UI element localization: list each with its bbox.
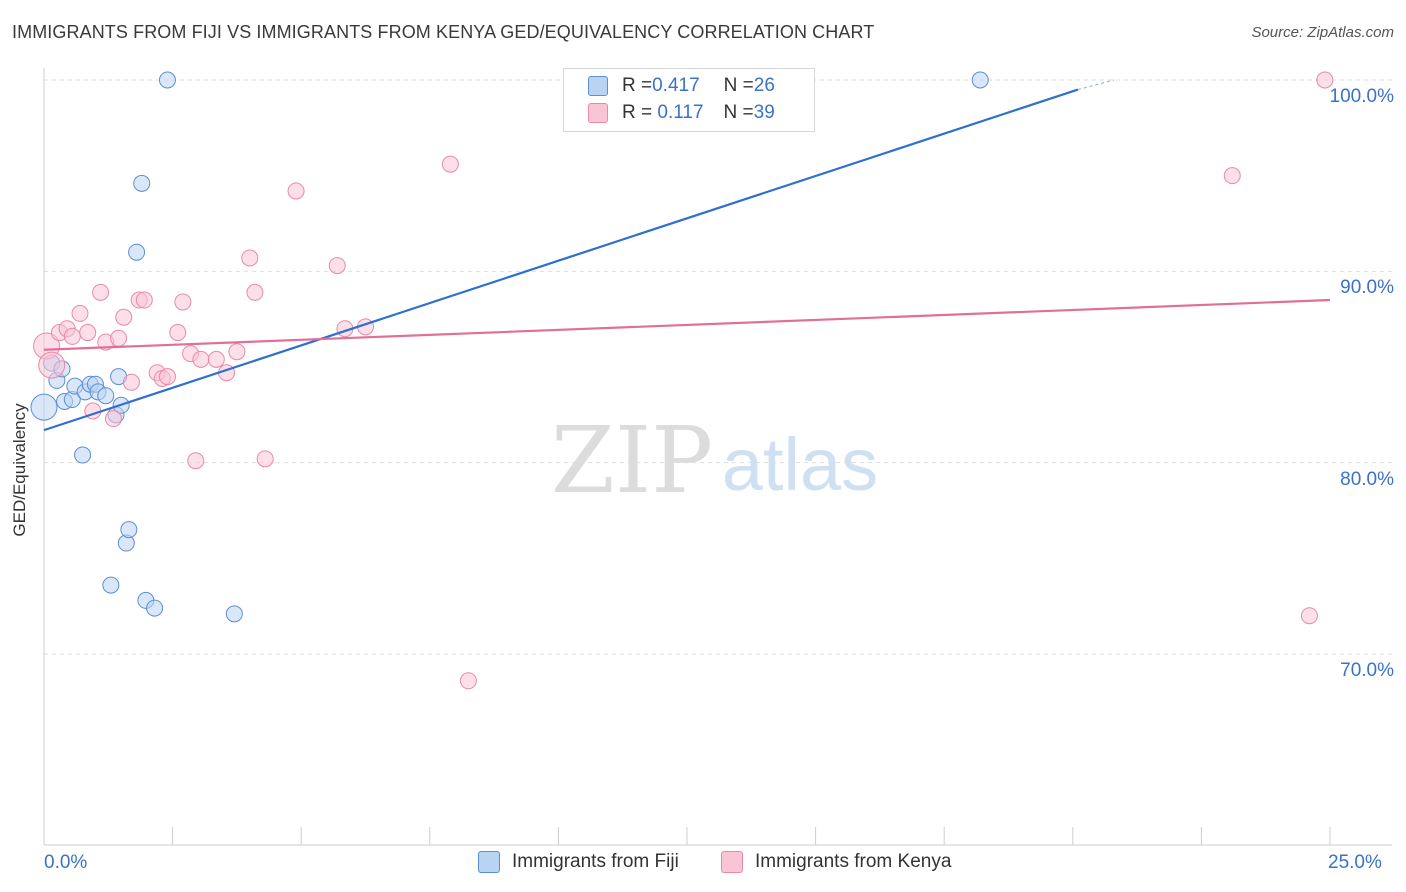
- fiji-point: [146, 599, 164, 617]
- fiji-point: [225, 605, 243, 623]
- fiji-point: [128, 243, 146, 261]
- fiji-point: [74, 446, 92, 464]
- kenya-point: [92, 283, 110, 301]
- kenya-point: [459, 672, 477, 690]
- axes: [43, 68, 1392, 846]
- chart-title: IMMIGRANTS FROM FIJI VS IMMIGRANTS FROM …: [12, 22, 875, 42]
- fiji-point: [133, 174, 151, 192]
- kenya-point: [207, 350, 225, 368]
- legend-item-fiji: Immigrants from Fiji: [478, 851, 679, 873]
- watermark-atlas: atlas: [722, 423, 878, 506]
- legend-item-kenya: Immigrants from Kenya: [721, 851, 951, 873]
- kenya-point: [104, 410, 122, 428]
- kenya-point: [79, 324, 97, 342]
- kenya-point: [1223, 167, 1241, 185]
- fiji-r-value: 0.417: [652, 75, 700, 96]
- kenya-point: [287, 182, 305, 200]
- kenya-r-label: R =: [622, 102, 653, 123]
- y-tick-label-70: 70.0%: [1340, 660, 1394, 681]
- legend-kenya-swatch: [721, 851, 743, 873]
- kenya-n-value: 39: [753, 102, 775, 123]
- fiji-point: [30, 393, 58, 421]
- x-tick-label-min: 0.0%: [44, 852, 88, 873]
- kenya-trend-line: [43, 298, 1331, 351]
- kenya-point: [1300, 607, 1318, 625]
- kenya-point: [63, 327, 81, 345]
- fiji-point: [120, 521, 138, 539]
- fiji-n-label: N =: [723, 75, 754, 96]
- y-tick-label-80: 80.0%: [1340, 468, 1394, 490]
- legend-row-kenya: R = 0.117 N = 39: [588, 100, 775, 126]
- kenya-point: [441, 155, 459, 173]
- kenya-point: [328, 257, 346, 275]
- kenya-point: [228, 343, 246, 361]
- kenya-point: [71, 304, 89, 322]
- kenya-point: [110, 329, 128, 347]
- watermark: ZIP atlas: [551, 407, 878, 514]
- fiji-n-value: 26: [753, 75, 775, 96]
- series-fiji-points: [30, 71, 989, 623]
- series-kenya-points: [33, 71, 1334, 690]
- fiji-point: [158, 71, 176, 89]
- fiji-trend-extension: [1077, 79, 1115, 91]
- kenya-point: [174, 293, 192, 311]
- y-tick-label-90: 90.0%: [1340, 277, 1394, 299]
- kenya-point: [256, 450, 274, 468]
- x-tick-label-max: 25.0%: [1328, 852, 1382, 873]
- kenya-point: [169, 324, 187, 342]
- fiji-point: [971, 71, 989, 89]
- grid-lines: [44, 79, 1392, 655]
- kenya-point: [158, 368, 176, 386]
- kenya-n-label: N =: [723, 102, 754, 123]
- kenya-r-value: 0.117: [652, 102, 704, 123]
- trend-lines: [43, 79, 1331, 432]
- legend-fiji-label: Immigrants from Fiji: [512, 851, 679, 872]
- kenya-point: [135, 291, 153, 309]
- y-axis-label: GED/Equivalency: [10, 403, 29, 537]
- kenya-point: [241, 249, 259, 267]
- kenya-point: [192, 350, 210, 368]
- kenya-swatch: [588, 103, 608, 123]
- kenya-point: [38, 351, 66, 379]
- fiji-swatch: [588, 76, 608, 96]
- kenya-point: [246, 283, 264, 301]
- kenya-point: [122, 373, 140, 391]
- fiji-point: [97, 387, 115, 405]
- legend-row-fiji: R = 0.417 N = 26: [588, 73, 775, 99]
- legend-fiji-swatch: [478, 851, 500, 873]
- stats-legend: R = 0.417 N = 26 R = 0.117 N = 39: [563, 68, 815, 132]
- legend-kenya-label: Immigrants from Kenya: [755, 851, 952, 872]
- kenya-point: [187, 452, 205, 470]
- kenya-point: [1316, 71, 1334, 89]
- fiji-trend-line: [43, 88, 1079, 432]
- y-tick-label-100: 100.0%: [1329, 86, 1394, 107]
- source-credit: Source: ZipAtlas.com: [1251, 24, 1394, 41]
- series-legend: Immigrants from Fiji Immigrants from Ken…: [0, 851, 1406, 879]
- fiji-r-label: R =: [622, 75, 653, 96]
- kenya-point: [115, 308, 133, 326]
- fiji-point: [102, 576, 120, 594]
- watermark-zip: ZIP: [551, 407, 713, 514]
